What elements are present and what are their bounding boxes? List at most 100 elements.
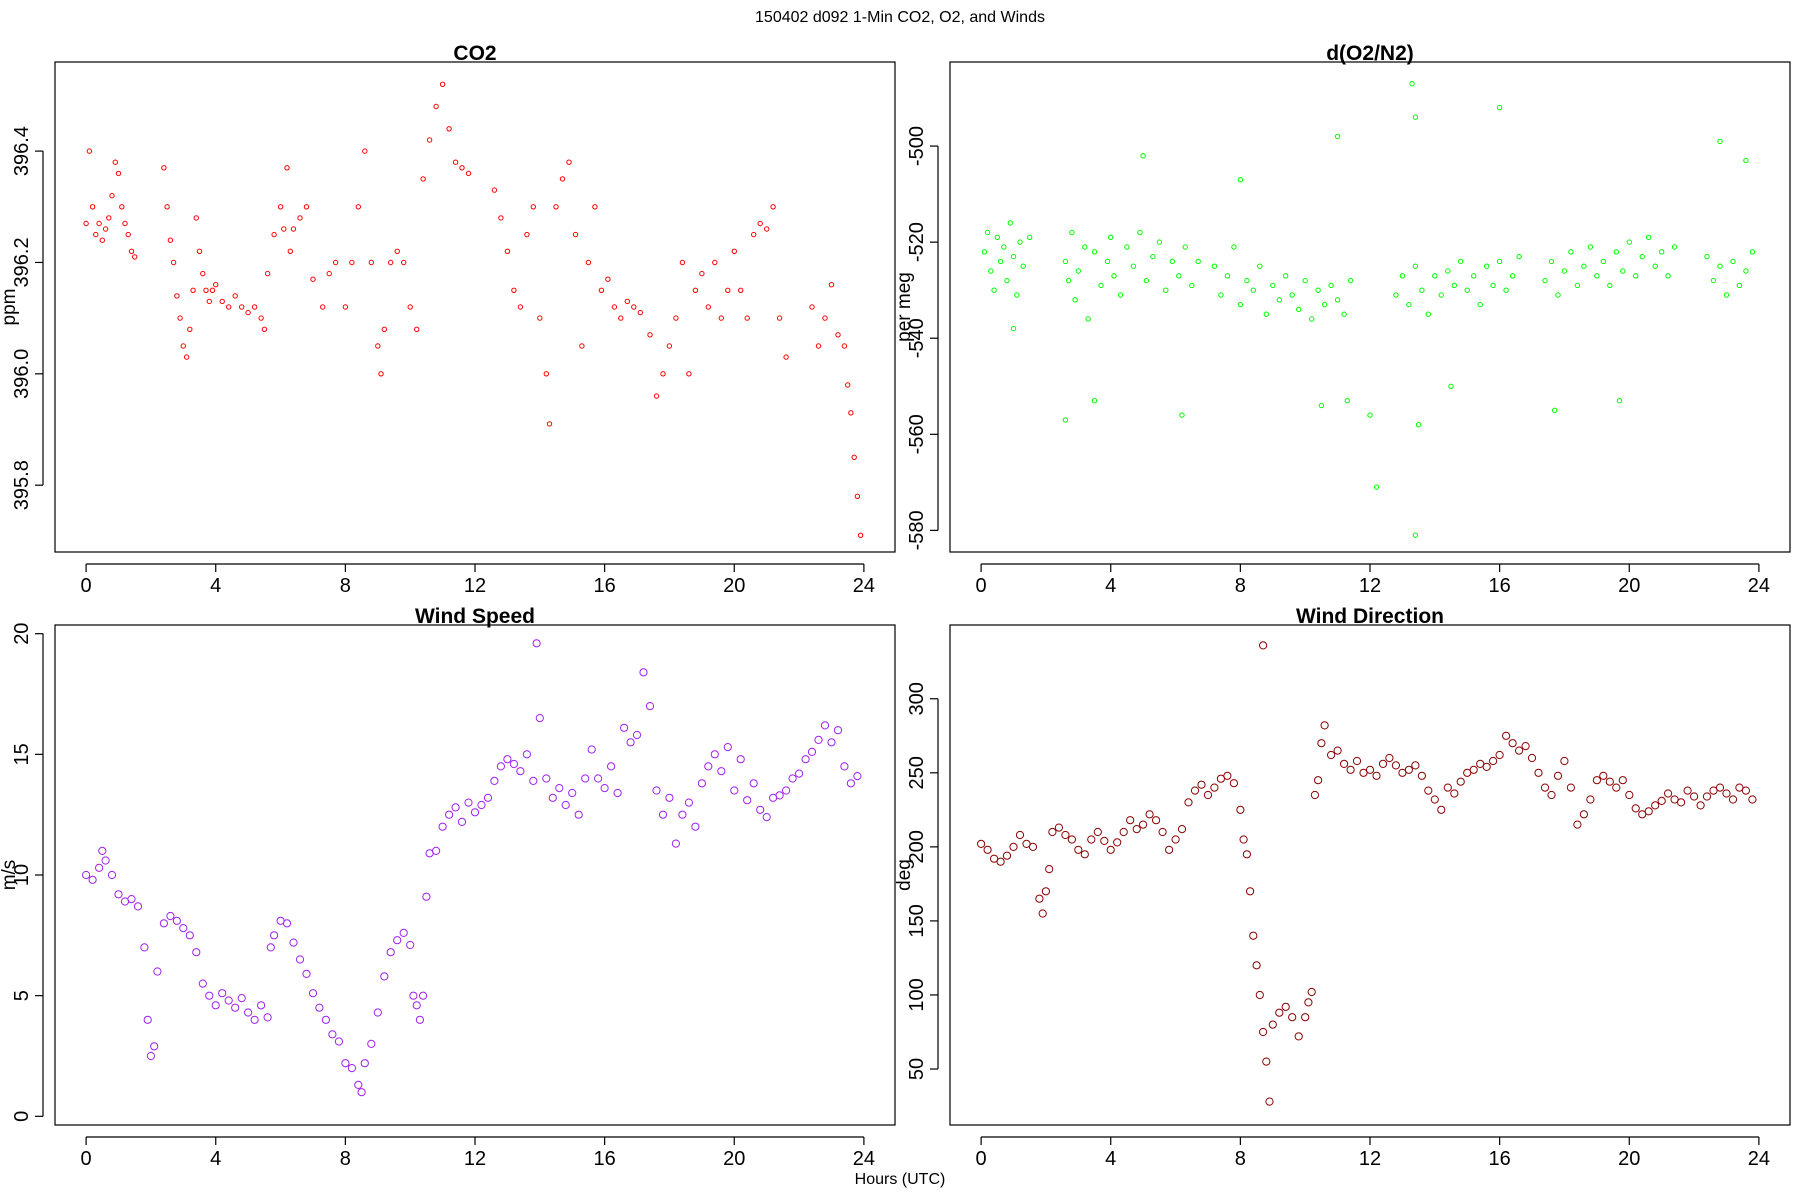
co2-point: [543, 371, 549, 377]
wind-direction-point: [1320, 721, 1329, 730]
co2-points: [83, 81, 864, 538]
o2n2-point: [1117, 292, 1124, 298]
wind-speed-point: [782, 786, 791, 795]
wind-direction-y-label: deg: [894, 859, 915, 891]
wind-speed-point: [367, 1039, 376, 1049]
o2n2-point: [1652, 263, 1658, 269]
o2n2-point: [1108, 234, 1114, 241]
o2n2-point: [1017, 239, 1023, 245]
co2-point: [848, 410, 854, 416]
wind-speed-point: [218, 989, 227, 998]
wind-direction-point: [1067, 835, 1077, 844]
wind-direction-point: [1463, 768, 1472, 777]
o2n2-x-tick-label: 24: [1748, 575, 1770, 597]
wind-direction-point: [1417, 771, 1427, 780]
wind-speed-point: [658, 810, 668, 819]
wind-speed-point: [620, 723, 629, 732]
wind-direction-point: [1722, 789, 1731, 798]
wind-direction-point: [1560, 756, 1569, 766]
o2n2-x-tick-label: 4: [1105, 575, 1116, 597]
wind-direction-point: [1437, 805, 1446, 814]
wind-speed-point: [153, 967, 162, 976]
o2n2-point: [1458, 258, 1464, 265]
o2n2-point: [1743, 157, 1749, 164]
wind-direction-point: [1735, 783, 1744, 792]
o2n2-point: [1412, 263, 1419, 269]
co2-title: CO2: [453, 42, 496, 65]
co2-point: [511, 287, 517, 293]
wind-direction-point: [1469, 765, 1478, 774]
co2-point: [125, 231, 131, 238]
o2n2-point: [1600, 258, 1607, 265]
co2-point: [524, 231, 530, 238]
o2n2-points: [981, 80, 1756, 538]
co2-point: [297, 215, 303, 221]
wind-speed-point: [289, 938, 298, 947]
o2n2-y-tick-label: -580: [906, 510, 928, 550]
wind-speed-point: [555, 784, 564, 793]
wind-speed-x-tick-label: 20: [723, 1148, 745, 1170]
wind-direction-point: [1340, 759, 1349, 769]
o2n2-point: [1509, 273, 1516, 279]
wind-direction-point: [1651, 801, 1660, 810]
wind-speed-point: [341, 1059, 350, 1068]
wind-direction-point: [1696, 801, 1705, 810]
wind-direction-point: [1265, 1097, 1274, 1106]
o2n2-point: [1552, 407, 1558, 413]
wind-speed-point: [357, 1088, 366, 1097]
o2n2-point: [1496, 258, 1503, 265]
wind-speed-point: [250, 1015, 259, 1024]
wind-speed-point: [88, 875, 97, 884]
o2n2-point: [1250, 287, 1257, 293]
co2-point: [99, 237, 106, 243]
co2-point: [164, 204, 170, 210]
wind-direction-x-tick-label: 20: [1618, 1148, 1640, 1170]
o2n2-point: [1189, 282, 1195, 289]
o2n2-point: [1130, 263, 1137, 269]
wind-direction-point: [1246, 887, 1255, 896]
wind-speed-point: [172, 916, 181, 925]
wind-direction-point: [1527, 753, 1537, 763]
wind-direction-point: [1106, 845, 1115, 854]
wind-speed-point: [231, 1003, 240, 1012]
o2n2-point: [981, 249, 988, 255]
o2n2-point: [1344, 398, 1351, 404]
wind-speed-y-tick-label: 20: [11, 623, 33, 645]
wind-direction-point: [1482, 762, 1491, 772]
o2n2-point: [1542, 277, 1548, 284]
co2-point: [196, 248, 203, 255]
o2n2-point: [1237, 177, 1244, 183]
co2-point: [381, 326, 387, 332]
o2n2-point: [1723, 292, 1730, 298]
wind-direction-x-tick-label: 16: [1489, 1148, 1511, 1170]
wind-direction-point: [1333, 746, 1342, 755]
wind-direction-point: [1041, 887, 1051, 896]
o2n2-point: [1736, 282, 1743, 289]
o2n2-point: [1072, 297, 1078, 303]
o2n2-point: [1415, 422, 1422, 428]
co2-point: [89, 204, 96, 210]
wind-direction-point: [1152, 816, 1161, 825]
wind-direction-point: [1430, 795, 1439, 804]
co2-point: [239, 304, 245, 310]
wind-speed-point: [237, 994, 246, 1003]
wind-direction-point: [1352, 756, 1362, 766]
co2-point: [375, 343, 381, 349]
wind-direction-point: [1502, 731, 1511, 740]
o2n2-point: [1574, 282, 1581, 289]
wind-speed-point: [684, 798, 694, 807]
o2n2-point: [1104, 258, 1111, 265]
co2-point: [498, 215, 504, 221]
co2-point: [174, 293, 180, 299]
wind-speed-point: [678, 810, 687, 819]
wind-speed-point: [422, 892, 431, 901]
wind-direction-point: [1028, 842, 1038, 852]
wind-direction-point: [1631, 804, 1640, 813]
wind-speed-x-tick-label: 24: [853, 1148, 875, 1170]
wind-speed-point: [710, 750, 719, 759]
o2n2-point: [1318, 402, 1325, 409]
wind-speed-point: [114, 890, 123, 899]
wind-direction-point: [1087, 835, 1096, 844]
wind-speed-point: [717, 767, 726, 776]
wind-direction-point: [1515, 746, 1524, 755]
